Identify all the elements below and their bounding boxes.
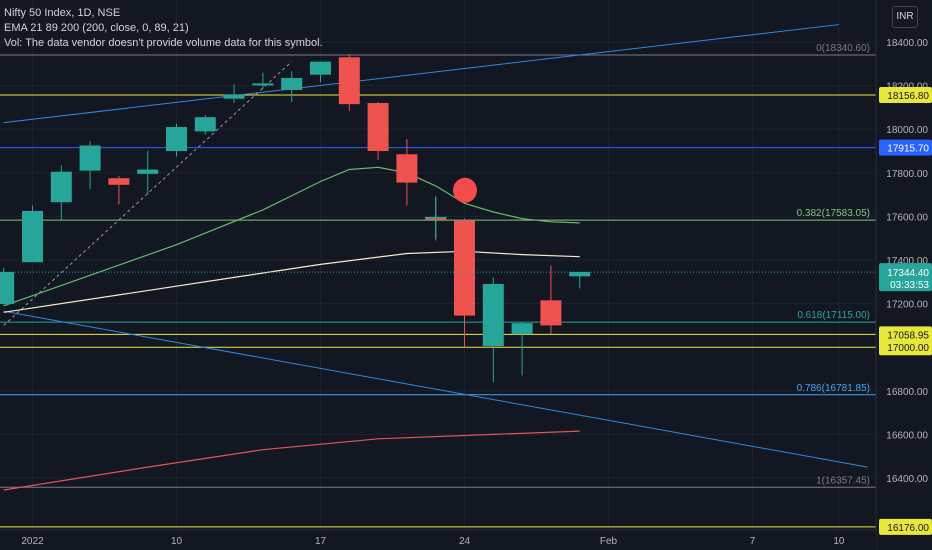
price-tag-bg [879, 326, 932, 343]
ema200-line [3, 430, 580, 491]
fib-level-label: 0.786(16781.85) [797, 383, 870, 394]
price-tag-bg [879, 339, 932, 356]
y-tick-label: 18000.00 [886, 125, 928, 136]
price-tag-bg [879, 87, 932, 104]
markers [424, 177, 477, 239]
candle [194, 115, 216, 135]
x-tick-label: Feb [600, 536, 618, 547]
ema-indicator-label[interactable]: EMA 21 89 200 (200, close, 0, 89, 21) [4, 22, 189, 34]
y-tick-label: 16600.00 [886, 430, 928, 441]
ema89-line [3, 250, 580, 313]
candle-body [454, 220, 475, 316]
y-tick-label: 17600.00 [886, 212, 928, 223]
candle [0, 267, 15, 305]
symbol-title[interactable]: Nifty 50 Index, 1D, NSE [4, 7, 121, 19]
candle [569, 271, 591, 289]
candle [310, 61, 331, 83]
candles [0, 53, 591, 383]
trendline [3, 310, 868, 468]
price-tag-bg [879, 139, 932, 156]
price-tag: 16176.00 [887, 523, 929, 534]
dashed-trendline [3, 61, 293, 326]
ema21-line [3, 166, 580, 307]
price-tag: 17915.70 [887, 144, 929, 155]
fib-level-label: 1(16357.45) [816, 475, 870, 486]
candle-body [396, 154, 418, 183]
y-tick-label: 17400.00 [886, 256, 928, 267]
candle [137, 151, 159, 195]
candle-body [511, 323, 533, 335]
cross-marker [424, 196, 447, 239]
x-tick-label: 10 [833, 536, 845, 547]
currency-button[interactable]: INR [892, 6, 918, 28]
candle [166, 123, 187, 157]
candle-body [166, 127, 187, 151]
candle-body [223, 94, 245, 99]
x-tick-label: 2022 [21, 536, 44, 547]
candle-body [310, 61, 331, 75]
fib-level-label: 0(18340.60) [816, 43, 870, 54]
drawings: 0(18340.60) 0.382(17583.05) 0.618(17115.00… [0, 24, 876, 528]
x-tick-label: 7 [750, 536, 756, 547]
candle [396, 139, 418, 206]
candle [50, 165, 72, 220]
chart-legend: Nifty 50 Index, 1D, NSE EMA 21 89 200 (2… [4, 6, 323, 51]
y-tick-label: 17200.00 [886, 300, 928, 311]
grid [0, 0, 876, 530]
y-tick-label: 16800.00 [886, 387, 928, 398]
candle [108, 176, 130, 205]
x-tick-label: 24 [459, 536, 471, 547]
fib-level-label: 0.382(17583.05) [797, 208, 870, 219]
candle-body [22, 210, 43, 263]
candle-body [482, 283, 504, 347]
candle-body [137, 169, 159, 174]
time-axis-bg [0, 530, 876, 550]
candle [511, 322, 533, 376]
y-tick-label: 16400.00 [886, 474, 928, 485]
candle [281, 71, 303, 102]
candle [79, 141, 101, 190]
candle [338, 53, 360, 111]
candle-body [569, 271, 591, 277]
volume-note: Vol: The data vendor doesn't provide vol… [4, 37, 323, 49]
candle-body [338, 57, 360, 105]
trendline [3, 24, 839, 124]
candle [367, 101, 389, 160]
price-tag: 17058.95 [887, 330, 929, 341]
time-axis[interactable]: 2022 10 17 24 Feb 7 10 [0, 529, 876, 550]
circle-marker [453, 177, 477, 203]
y-tick-label: 17800.00 [886, 169, 928, 180]
x-tick-label: 10 [171, 536, 183, 547]
y-tick-label: 18400.00 [886, 38, 928, 49]
candle [540, 265, 562, 335]
candle [454, 218, 475, 348]
candle-body [194, 117, 216, 132]
candle [223, 84, 245, 104]
fib-level-label: 0.618(17115.00) [797, 310, 870, 321]
price-tag-bg [879, 518, 932, 535]
candle [22, 205, 43, 263]
candle-body [367, 103, 389, 151]
price-tag: 17000.00 [887, 343, 929, 354]
candle [252, 72, 274, 89]
candle-body [108, 178, 130, 185]
candle-body [0, 271, 15, 305]
current-price-value: 17344.40 [887, 268, 929, 279]
candle [482, 277, 504, 383]
candle-body [540, 300, 562, 326]
current-price-tag-bg [879, 263, 932, 292]
ema-lines [3, 166, 580, 491]
countdown-timer: 03:33:53 [890, 280, 929, 291]
candle-body [79, 145, 101, 171]
x-tick-label: 17 [315, 536, 327, 547]
candle-body [252, 83, 274, 86]
candle-body [281, 77, 303, 90]
price-tag: 18156.80 [887, 91, 929, 102]
candle-body [50, 171, 72, 203]
